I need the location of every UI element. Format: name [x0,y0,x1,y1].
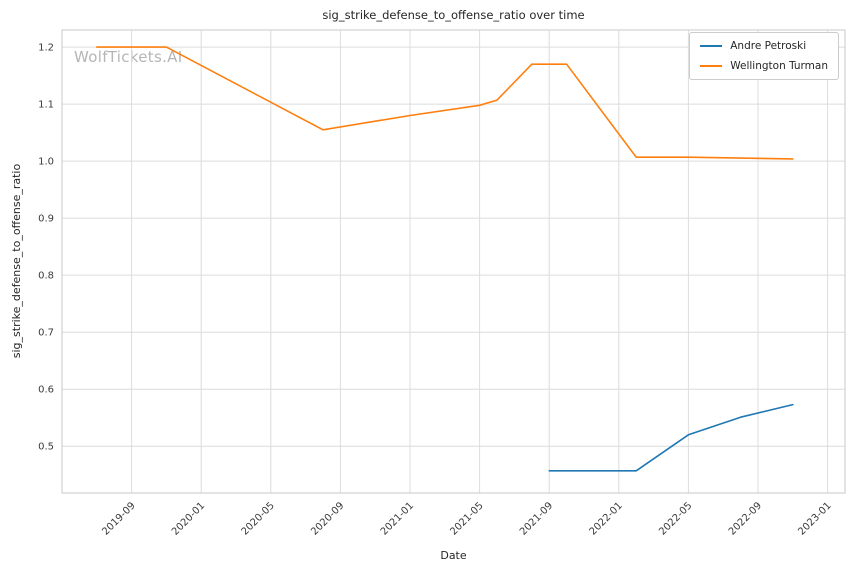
legend: Andre Petroski Wellington Turman [689,32,839,80]
legend-label: Andre Petroski [730,40,807,52]
legend-item-andre-petroski: Andre Petroski [700,40,828,52]
legend-item-wellington-turman: Wellington Turman [700,60,828,72]
x-tick-label: 2020-09 [309,500,346,537]
x-tick-label: 2021-05 [448,500,485,537]
x-tick-label: 2022-05 [657,500,694,537]
y-tick-label: 1.0 [38,157,54,168]
chart-title: sig_strike_defense_to_offense_ratio over… [322,8,585,22]
x-axis-label: Date [440,549,467,562]
x-tick-label: 2022-09 [727,500,764,537]
x-tick-label: 2021-09 [518,500,555,537]
legend-line-swatch-blue [700,45,723,47]
x-tick-label: 2020-05 [240,500,277,537]
y-tick-label: 0.9 [38,214,54,225]
legend-line-swatch-orange [700,65,723,67]
x-tick-label: 2020-01 [170,500,207,537]
x-tick-label: 2022-01 [588,500,625,537]
y-axis-label: sig_strike_defense_to_offense_ratio [10,163,23,359]
y-tick-label: 0.6 [38,385,54,396]
watermark: WolfTickets.AI [74,48,183,66]
x-tick-label: 2021-01 [379,500,416,537]
y-tick-label: 0.7 [38,328,54,339]
plot-border [61,29,846,494]
y-tick-label: 0.5 [38,442,54,453]
series-line-andre-petroski [548,403,794,472]
x-tick-label: 2019-09 [100,500,137,537]
y-tick-label: 1.2 [38,43,54,54]
y-tick-label: 0.8 [38,271,54,282]
y-tick-label: 1.1 [38,100,54,111]
series-line-wellington-turman [96,46,794,160]
x-tick-label: 2023-01 [796,500,833,537]
legend-label: Wellington Turman [730,60,828,72]
